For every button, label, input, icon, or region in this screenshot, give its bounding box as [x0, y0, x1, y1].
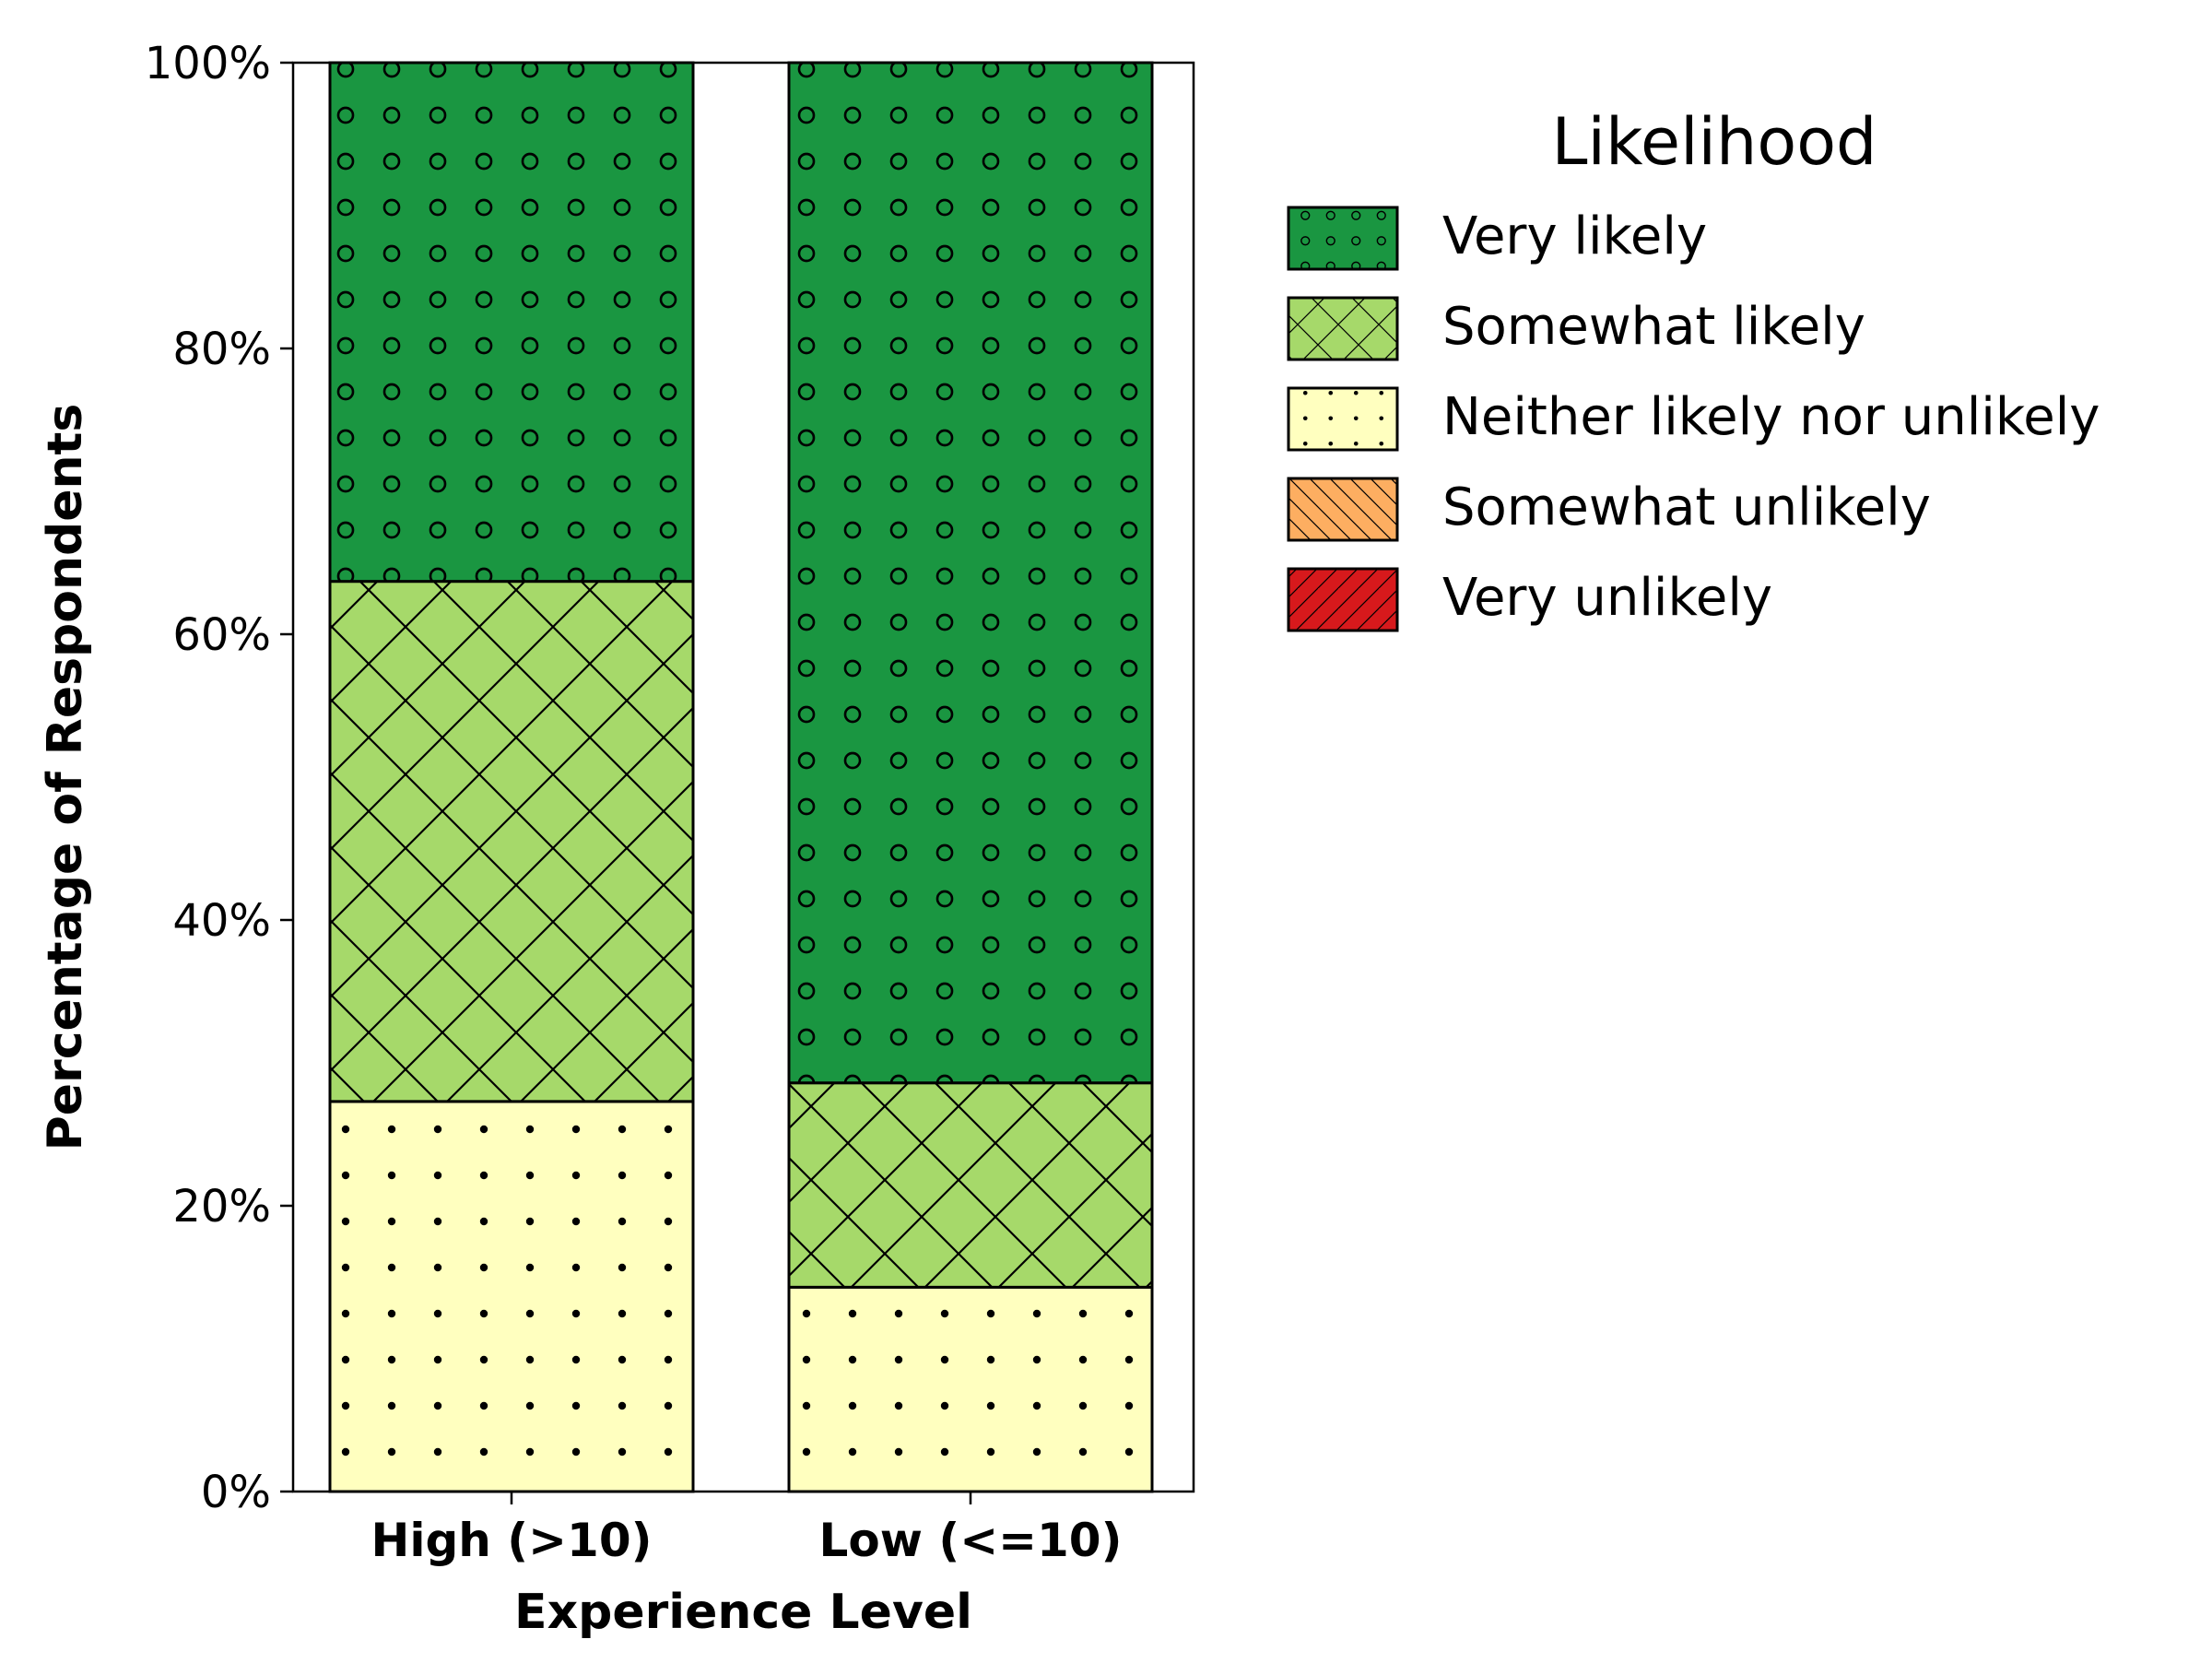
- y-tick-label: 100%: [145, 38, 271, 89]
- legend-label: Somewhat likely: [1442, 297, 1865, 357]
- legend-label: Very likely: [1442, 206, 1707, 266]
- bars-layer: [328, 61, 1154, 1493]
- legend-label: Very unlikely: [1442, 568, 1772, 628]
- legend-label: Somewhat unlikely: [1442, 478, 1931, 537]
- legend-label: Neither likely nor unlikely: [1442, 387, 2100, 447]
- bar-segment-neither-likely-nor-unlikely-0: [328, 1100, 695, 1493]
- bar-segment-very-likely-1: [787, 61, 1154, 1085]
- legend-swatch: [1287, 386, 1399, 452]
- x-tick-label: Low (<=10): [819, 1514, 1123, 1567]
- bar-segment-neither-likely-nor-unlikely-1: [787, 1285, 1154, 1493]
- y-tick-label: 20%: [172, 1181, 271, 1233]
- x-tick-label: High (>10): [371, 1514, 653, 1567]
- legend-swatch: [1287, 296, 1399, 361]
- legend-swatch: [1287, 477, 1399, 542]
- bar-segment-somewhat-likely-0: [328, 580, 695, 1103]
- y-tick-label: 60%: [172, 609, 271, 661]
- y-axis-label: Percentage of Respondents: [38, 404, 93, 1151]
- bar-segment-very-likely-0: [328, 61, 695, 584]
- legend-swatch: [1287, 206, 1399, 271]
- legend-title: Likelihood: [1552, 104, 1877, 180]
- y-tick-label: 0%: [201, 1467, 271, 1518]
- y-tick-label: 40%: [172, 895, 271, 947]
- legend: Likelihood Very likely Somewhat likely Neit…: [1287, 104, 2100, 632]
- legend-swatch: [1287, 567, 1399, 632]
- axes-layer: 0% 20% 40% 60% 80% 100% High (>10) Low (<=10) Ex…: [38, 38, 1195, 1640]
- x-axis-label: Experience Level: [514, 1585, 972, 1640]
- y-tick-label: 80%: [172, 324, 271, 375]
- plot-frame: [291, 61, 1195, 1493]
- bar-segment-somewhat-likely-1: [787, 1081, 1154, 1289]
